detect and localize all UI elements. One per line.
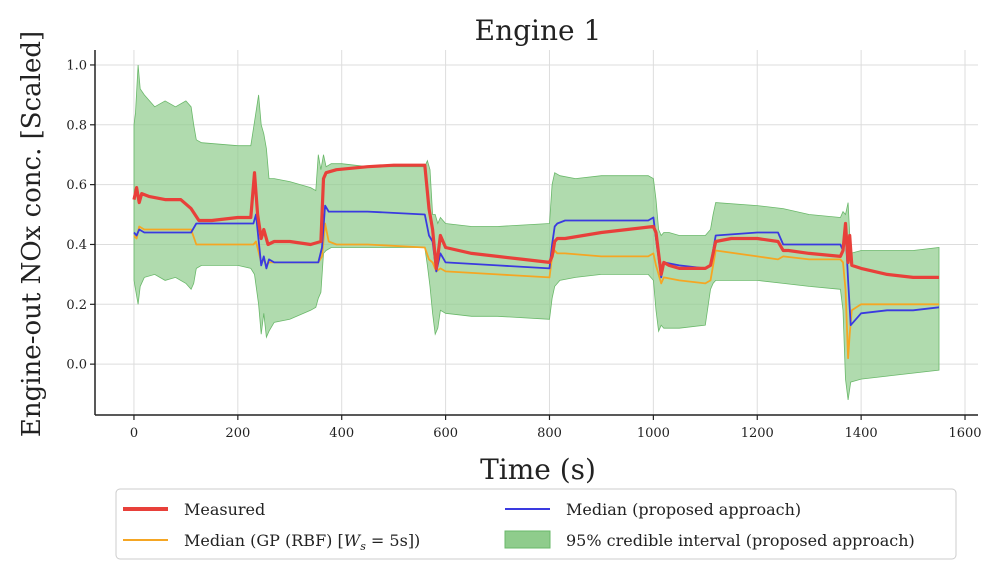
- y-axis-label: Engine-out NOx conc. [Scaled]: [17, 31, 47, 437]
- y-tick-label: 0.4: [66, 238, 87, 253]
- legend-swatch-ci: [504, 530, 551, 549]
- y-tick-label: 1.0: [66, 58, 87, 73]
- legend-gp-prefix: Median (GP (RBF) [: [184, 531, 344, 550]
- legend-label-median-gp: Median (GP (RBF) [Ws = 5s]): [184, 531, 420, 553]
- chart-title: Engine 1: [475, 14, 602, 47]
- x-tick-label: 600: [433, 426, 458, 441]
- legend-label-measured: Measured: [184, 500, 265, 519]
- axes: [94, 50, 978, 416]
- y-tick-label: 0.6: [66, 178, 87, 193]
- legend-label-ci: 95% credible interval (proposed approach…: [566, 531, 915, 550]
- series-line-median-gp: [133, 222, 939, 360]
- x-axis-label: Time (s): [480, 453, 596, 486]
- x-tick-label: 1200: [741, 426, 774, 441]
- x-tick-label: 400: [329, 426, 354, 441]
- credible-interval-layer: [133, 64, 940, 401]
- legend-gp-suffix: = 5s]): [366, 531, 420, 550]
- legend-gp-sub: s: [360, 540, 366, 553]
- x-tick-label: 1000: [637, 426, 670, 441]
- y-tick-label: 0.8: [66, 118, 87, 133]
- series-line-measured: [132, 163, 939, 279]
- credible-interval-band: [133, 64, 940, 401]
- x-tick-label: 800: [537, 426, 562, 441]
- legend-label-median-proposed: Median (proposed approach): [566, 500, 801, 519]
- legend-gp-math: W: [344, 531, 362, 550]
- series-lines-layer: [132, 163, 940, 360]
- series-line-median-proposed: [133, 204, 940, 327]
- x-tick-label: 200: [225, 426, 250, 441]
- x-tick-label: 0: [130, 426, 138, 441]
- legend-frame: [115, 488, 957, 560]
- x-tick-label: 1600: [948, 426, 981, 441]
- y-tick-label: 0.2: [66, 298, 87, 313]
- y-ticks: 0.0 0.2 0.4 0.6 0.8 1.0: [66, 58, 95, 373]
- y-tick-label: 0.0: [66, 358, 87, 373]
- legend: Measured Median (GP (RBF) [Ws = 5s]) Med…: [115, 488, 957, 560]
- x-tick-label: 1400: [845, 426, 878, 441]
- x-ticks: 0 200 400 600 800 1000 1200 1400 1600: [130, 415, 982, 441]
